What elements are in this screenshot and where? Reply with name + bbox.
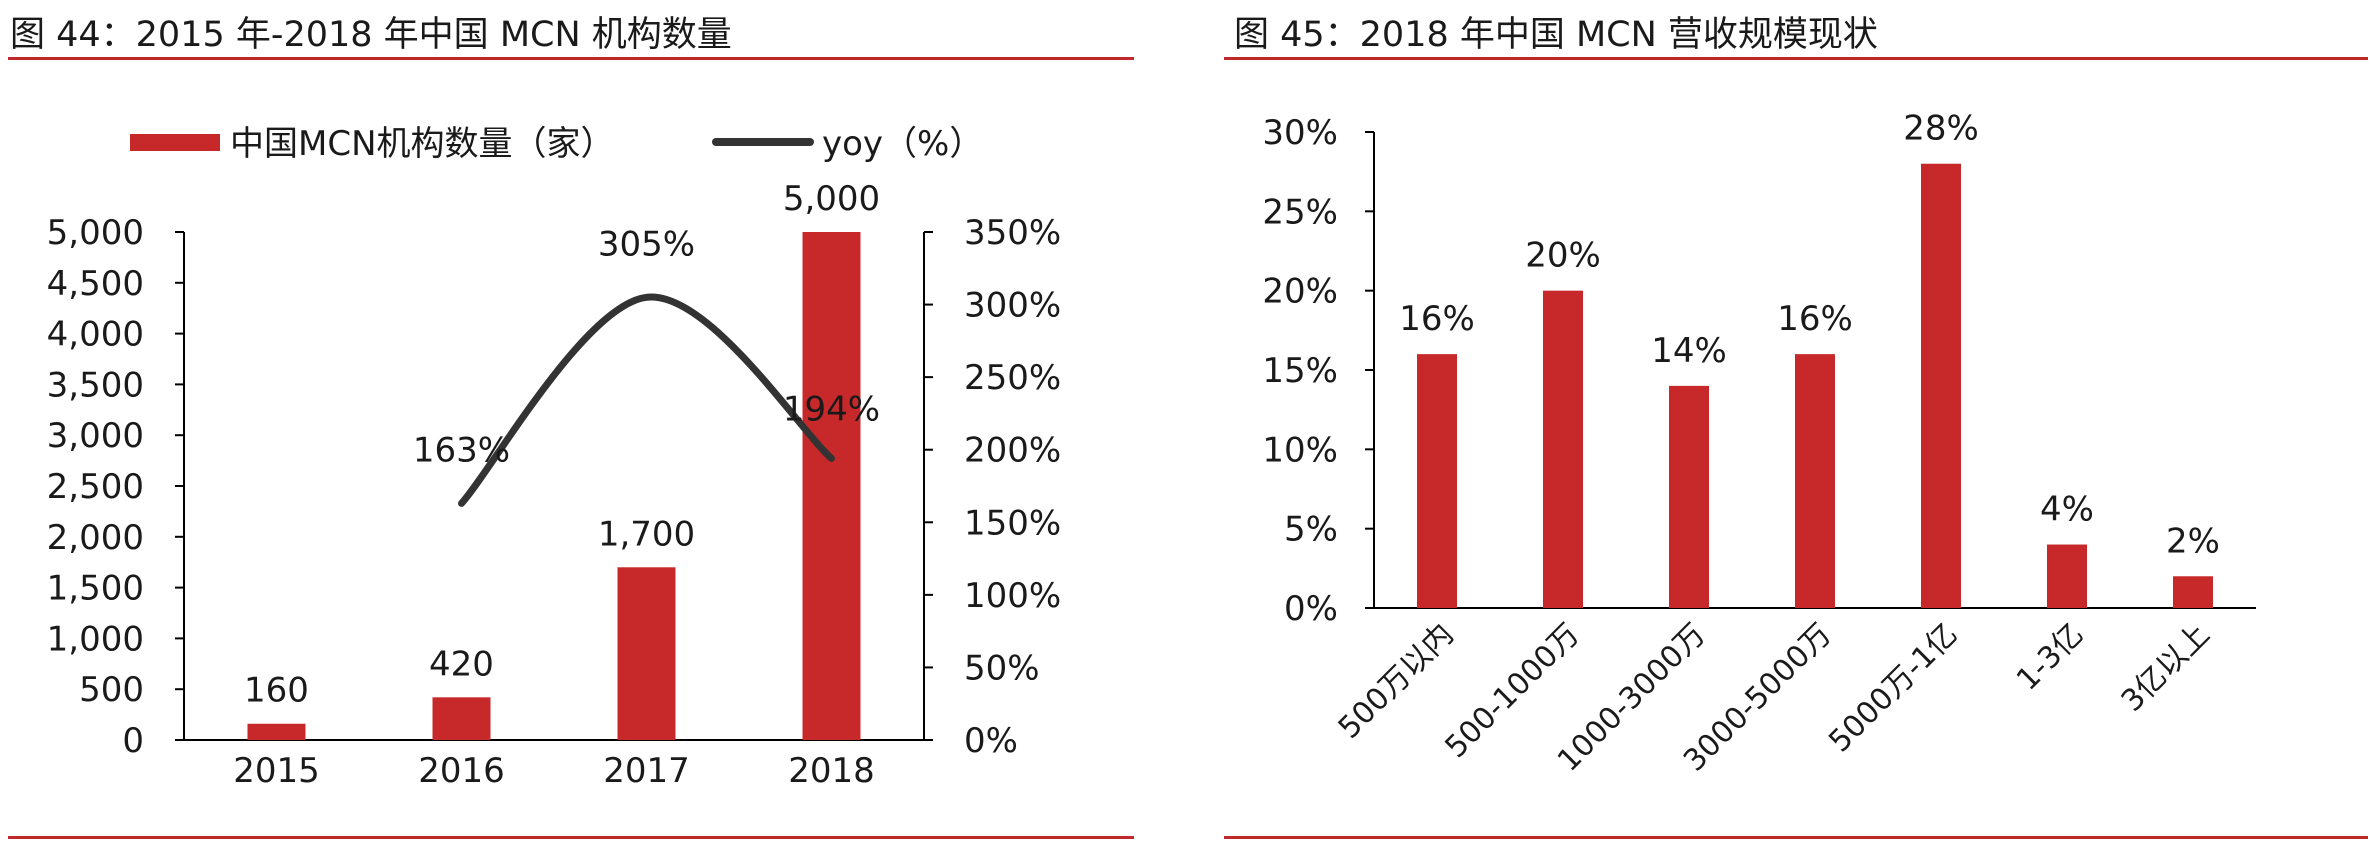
left-y-tick-label: 5,000 (47, 213, 144, 253)
legend-bar-label: 中国MCN机构数量（家） (230, 124, 615, 164)
yoy-value-label: 163% (413, 430, 510, 470)
bar (1795, 354, 1835, 608)
yoy-value-label: 305% (598, 224, 695, 264)
bar-value-label: 2% (2166, 521, 2220, 561)
figure-45-top-rule (1224, 57, 2368, 60)
bar-value-label: 160 (244, 671, 309, 711)
bar-value-label: 14% (1651, 331, 1727, 371)
legend-bar-swatch (130, 134, 220, 151)
bar (1543, 290, 1583, 608)
bar (802, 232, 861, 740)
right-y-tick-label: 300% (964, 286, 1061, 326)
right-y-tick-label: 0% (964, 721, 1018, 761)
left-y-tick-label: 4,000 (47, 315, 144, 355)
figure-44-bottom-rule (8, 836, 1134, 839)
figure-44-title: 图 44：2015 年-2018 年中国 MCN 机构数量 (10, 15, 732, 55)
figure-44-chart: 0 500 1,000 1,500 2,000 2,500 3,000 3,500 4,000 4… (47, 124, 1062, 791)
figure-45-chart: 0%5%10%15%20%25%30%16%500万以内20%500-1000万… (1262, 109, 2256, 779)
y-tick-label: 10% (1262, 430, 1338, 470)
x-tick-label: 5000万-1亿 (1822, 617, 1964, 759)
yoy-value-label: 194% (783, 389, 880, 429)
bar-value-label: 20% (1525, 236, 1601, 276)
bar (1417, 354, 1457, 608)
y-tick-label: 25% (1262, 192, 1338, 232)
bar (1669, 385, 1709, 608)
left-y-tick-label: 500 (79, 670, 144, 710)
x-tick-label: 2018 (788, 751, 875, 791)
left-y-tick-label: 2,500 (47, 467, 144, 507)
x-tick-label: 2015 (233, 751, 320, 791)
right-y-tick-label: 100% (964, 576, 1061, 616)
y-tick-label: 0% (1284, 589, 1338, 629)
left-y-tick-label: 1,500 (47, 569, 144, 609)
bar (2047, 544, 2087, 608)
y-tick-label: 15% (1262, 351, 1338, 391)
x-tick-label: 2017 (603, 751, 690, 791)
bar-value-label: 16% (1777, 299, 1853, 339)
x-tick-label: 500万以内 (1332, 617, 1461, 746)
figure-45-title: 图 45：2018 年中国 MCN 营收规模现状 (1234, 15, 1878, 55)
x-tick-label: 3亿以上 (2115, 617, 2217, 719)
bar (247, 723, 306, 740)
right-y-tick-label: 350% (964, 213, 1061, 253)
bar-value-label: 28% (1903, 109, 1979, 149)
left-y-tick-label: 2,000 (47, 518, 144, 558)
bar-value-label: 16% (1399, 299, 1475, 339)
figure-44-panel: 图 44：2015 年-2018 年中国 MCN 机构数量 0 500 1,000 1… (0, 0, 1140, 852)
y-tick-label: 20% (1262, 272, 1338, 312)
right-y-tick-label: 250% (964, 358, 1061, 398)
left-y-tick-label: 1,000 (47, 619, 144, 659)
left-y-tick-label: 3,000 (47, 416, 144, 456)
left-y-tick-label: 4,500 (47, 264, 144, 304)
figure-45-bottom-rule (1224, 836, 2368, 839)
right-y-tick-label: 50% (964, 648, 1040, 688)
bar-value-label: 1,700 (598, 514, 695, 554)
x-tick-label: 2016 (418, 751, 505, 791)
y-tick-label: 5% (1284, 510, 1338, 550)
x-tick-label: 1-3亿 (2010, 617, 2091, 698)
bar-value-label: 420 (429, 644, 494, 684)
figure-44-top-rule (8, 57, 1134, 60)
figure-45-panel: 图 45：2018 年中国 MCN 营收规模现状 0% 5% 10% 15% 20% 25… (1224, 0, 2372, 852)
right-y-tick-label: 150% (964, 503, 1061, 543)
bar (2173, 576, 2213, 608)
bar-value-label: 4% (2040, 490, 2094, 530)
bar (617, 567, 676, 740)
yoy-line (458, 293, 835, 507)
left-y-tick-label: 3,500 (47, 365, 144, 405)
left-y-tick-label: 0 (122, 721, 144, 761)
bar (1921, 163, 1961, 608)
y-tick-label: 30% (1262, 113, 1338, 153)
bar (432, 697, 491, 740)
right-y-tick-label: 200% (964, 431, 1061, 471)
legend-line-label: yoy（%） (822, 124, 983, 164)
bar-value-label: 5,000 (783, 179, 880, 219)
